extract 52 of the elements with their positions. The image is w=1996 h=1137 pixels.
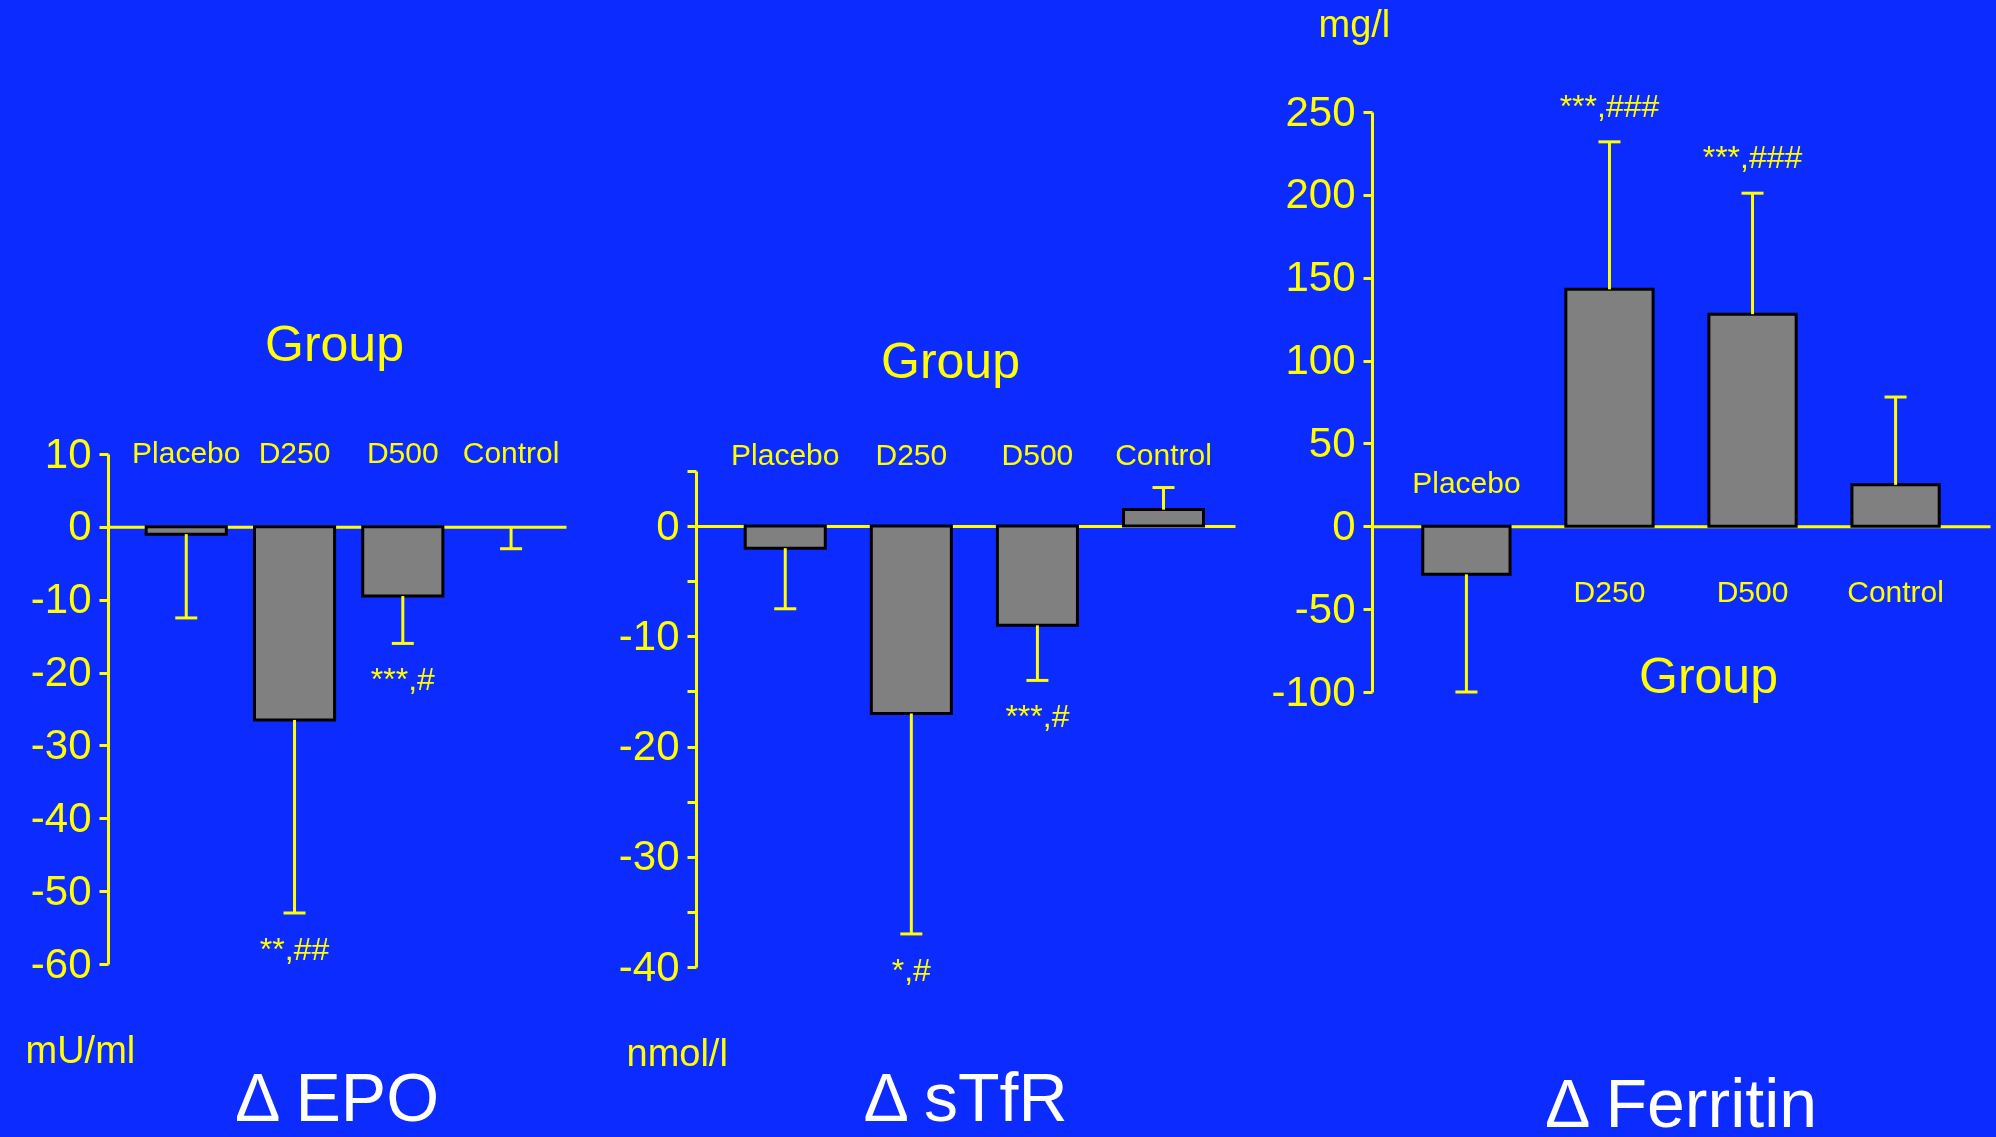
- x-tick-label: D500: [1001, 438, 1074, 471]
- bar: [1421, 524, 1512, 576]
- y-axis-title: mg/l: [1318, 2, 1391, 45]
- y-tick-label: 50: [1308, 418, 1356, 466]
- annotation: ***,#: [370, 661, 436, 698]
- annotation: **,##: [259, 931, 330, 967]
- y-tick-label: -50: [1294, 584, 1356, 632]
- y-tick-label: -50: [30, 866, 92, 914]
- y-tick-label: -40: [30, 793, 92, 841]
- text: Δ EPO: [234, 1059, 440, 1135]
- y-tick-label: 150: [1285, 253, 1356, 301]
- y-tick-label: -20: [618, 722, 680, 770]
- bar: [1707, 312, 1798, 528]
- x-tick-label: Placebo: [132, 436, 241, 469]
- x-tick-label: D500: [1716, 575, 1789, 609]
- y-tick-label: -10: [618, 611, 680, 659]
- x-tick-label: D250: [1573, 575, 1646, 609]
- x-tick-label: D250: [258, 436, 331, 469]
- y-tick-label: -20: [30, 648, 92, 696]
- x-tick-label: Placebo: [1412, 466, 1521, 500]
- y-axis-title: mU/ml: [25, 1028, 136, 1071]
- y-tick-label: 0: [1332, 501, 1356, 549]
- text: Δ Ferritin: [1544, 1065, 1818, 1137]
- x-tick-label: D500: [366, 436, 439, 469]
- y-tick-label: 250: [1285, 87, 1356, 135]
- y-tick-label: -30: [618, 832, 680, 880]
- x-axis-title: Group: [265, 316, 404, 373]
- annotation: ***,###: [1559, 87, 1660, 124]
- y-tick-label: -10: [30, 575, 92, 623]
- x-axis-title: Group: [1639, 647, 1778, 704]
- y-tick-label: 0: [68, 502, 92, 550]
- y-tick-label: -40: [618, 942, 680, 990]
- y-tick-label: 100: [1285, 336, 1356, 384]
- y-tick-label: 200: [1285, 170, 1356, 218]
- x-tick-label: Control: [1847, 575, 1944, 609]
- y-tick-label: 10: [44, 429, 92, 477]
- x-tick-label: D250: [875, 438, 948, 471]
- y-tick-label: -100: [1271, 667, 1356, 715]
- bar: [1564, 287, 1655, 528]
- annotation: *,#: [891, 951, 932, 988]
- y-tick-label: -60: [30, 939, 92, 987]
- x-tick-label: Control: [462, 436, 560, 469]
- annotation: ***,###: [1702, 139, 1803, 176]
- y-axis-title: nmol/l: [626, 1031, 728, 1074]
- x-tick-label: Placebo: [731, 438, 840, 471]
- x-tick-label: Control: [1115, 438, 1212, 471]
- annotation: ***,#: [1005, 698, 1070, 735]
- text: Δ sTfR: [863, 1059, 1068, 1135]
- bar: [1850, 483, 1941, 528]
- y-tick-label: -30: [30, 720, 92, 768]
- x-axis-title: Group: [881, 333, 1020, 390]
- y-tick-label: 0: [656, 501, 680, 549]
